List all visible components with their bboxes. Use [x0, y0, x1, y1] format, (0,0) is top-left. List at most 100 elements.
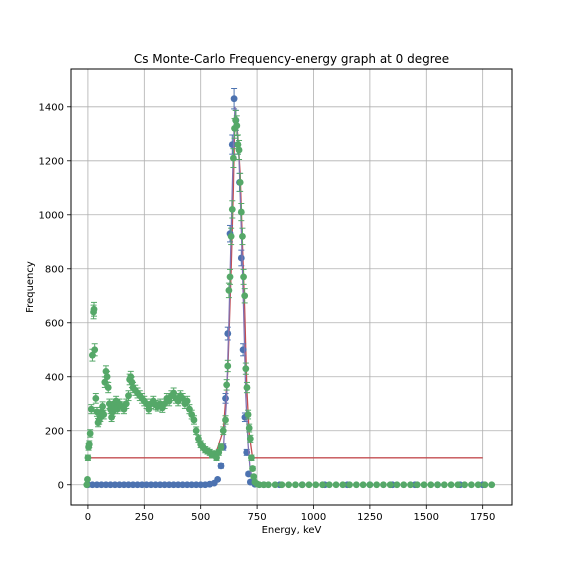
chart-title: Cs Monte-Carlo Frequency-energy graph at…	[134, 52, 449, 66]
data-point	[386, 481, 394, 489]
data-point	[222, 416, 229, 424]
data-point	[103, 373, 111, 381]
data-point	[474, 481, 482, 489]
data-point	[90, 305, 98, 313]
data-point	[219, 427, 227, 435]
data-point	[214, 475, 222, 483]
data-point	[125, 392, 132, 400]
data-point	[84, 454, 92, 462]
data-point	[481, 481, 489, 489]
data-point	[246, 435, 254, 443]
data-point	[104, 384, 112, 391]
data-point	[285, 481, 293, 489]
y-tick-label: 600	[45, 318, 64, 329]
data-point	[239, 346, 247, 354]
data-point	[230, 95, 238, 103]
data-point	[420, 481, 428, 489]
data-point	[407, 481, 414, 489]
data-point	[89, 351, 96, 359]
data-point	[120, 405, 128, 413]
data-point	[230, 154, 237, 162]
data-point	[91, 346, 99, 354]
data-point	[245, 424, 253, 432]
data-point	[186, 405, 193, 413]
data-point	[92, 394, 100, 402]
series-points	[84, 87, 487, 489]
data-point	[440, 481, 448, 489]
data-point	[108, 413, 116, 421]
y-axis-label: Frequency	[25, 261, 36, 313]
data-point	[244, 411, 252, 418]
data-point	[83, 481, 91, 489]
data-point	[264, 481, 272, 489]
data-point	[359, 481, 367, 489]
data-point	[380, 481, 387, 489]
x-axis-label: Energy, keV	[262, 525, 322, 536]
series-points	[83, 109, 496, 489]
y-tick-label: 800	[45, 264, 64, 275]
data-point	[339, 481, 347, 489]
grid	[71, 69, 512, 505]
data-point	[217, 443, 225, 451]
data-point	[213, 454, 220, 462]
data-point	[237, 254, 245, 262]
data-point	[145, 405, 153, 413]
data-point	[243, 384, 251, 391]
data-point	[190, 416, 198, 424]
data-point	[87, 405, 95, 413]
x-tick-label: 750	[248, 512, 267, 523]
data-point	[240, 273, 247, 281]
data-point	[373, 481, 381, 489]
data-point	[278, 481, 286, 489]
data-point	[192, 427, 200, 435]
x-tick-label: 1750	[470, 512, 495, 523]
data-point	[241, 292, 249, 300]
data-point	[319, 481, 326, 489]
data-point	[434, 481, 441, 489]
data-point	[234, 141, 242, 148]
data-point	[454, 481, 462, 489]
data-point	[236, 178, 244, 186]
x-tick-label: 0	[85, 512, 91, 523]
data-point	[400, 481, 408, 489]
x-tick-label: 1500	[414, 512, 439, 523]
data-point	[226, 273, 234, 281]
data-point	[271, 481, 279, 489]
data-point	[325, 481, 333, 489]
data-point	[352, 481, 360, 489]
y-tick-label: 1000	[39, 210, 64, 221]
data-point	[239, 232, 246, 240]
data-point	[99, 403, 106, 410]
data-point	[242, 365, 250, 373]
data-point	[86, 430, 94, 437]
data-point	[250, 473, 258, 481]
data-point	[427, 481, 435, 489]
data-point	[170, 389, 178, 397]
data-point	[461, 481, 469, 489]
data-point	[235, 146, 243, 154]
ticks: 0 250 500 750 1000 1250 1500 1750 0 200 400 600 800 1…	[39, 102, 496, 523]
data-point	[183, 397, 191, 405]
data-point	[222, 394, 229, 402]
data-point	[225, 286, 233, 294]
data-point	[467, 481, 475, 489]
data-point	[228, 205, 236, 213]
data-point	[237, 208, 245, 216]
data-point	[248, 454, 255, 462]
data-point	[233, 122, 241, 130]
data-point	[366, 481, 374, 489]
data-point	[215, 448, 223, 456]
y-tick-label: 0	[58, 480, 64, 491]
y-tick-label: 1200	[39, 156, 64, 167]
data-point	[488, 481, 496, 489]
data-point	[249, 465, 256, 472]
data-point	[447, 481, 455, 489]
data-point	[85, 440, 93, 448]
data-point	[122, 400, 130, 408]
y-tick-label: 400	[45, 372, 64, 383]
y-tick-label: 200	[45, 426, 64, 437]
data-point	[224, 362, 232, 370]
y-tick-label: 1400	[39, 102, 64, 113]
data-point	[346, 481, 353, 489]
